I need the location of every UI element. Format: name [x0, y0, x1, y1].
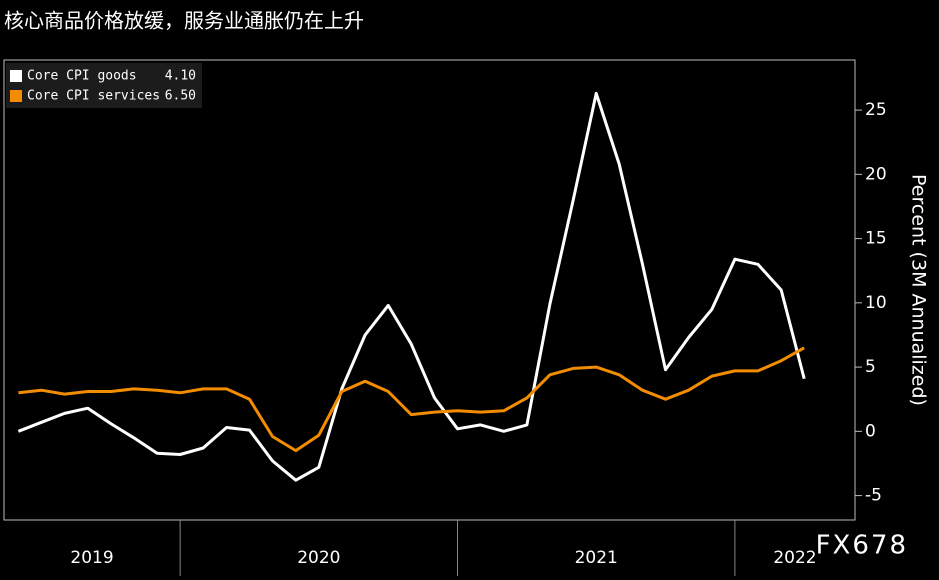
- y-tick-label: 15: [865, 229, 887, 249]
- series-line: [18, 346, 805, 453]
- legend-label: Core CPI goods: [27, 69, 137, 84]
- legend: Core CPI goods 4.10 Core CPI services 6.50: [6, 63, 202, 108]
- legend-value: 4.10: [165, 69, 196, 84]
- x-year-label: 2022: [773, 548, 816, 568]
- x-year-label: 2019: [70, 548, 113, 568]
- y-tick-label: 10: [865, 293, 887, 313]
- legend-swatch: [10, 70, 22, 82]
- y-tick-label: 5: [865, 357, 876, 377]
- y-axis-label: Percent (3M Annualized): [908, 174, 930, 406]
- y-tick-label: 0: [865, 421, 876, 441]
- plot-frame: [3, 59, 856, 521]
- legend-label: Core CPI services: [27, 89, 160, 104]
- y-tick-label: -5: [865, 486, 882, 506]
- legend-swatch: [10, 90, 22, 102]
- chart-title: 核心商品价格放缓，服务业通胀仍在上升: [4, 9, 364, 33]
- x-year-label: 2020: [297, 548, 340, 568]
- series-line: [17, 91, 806, 482]
- legend-value: 6.50: [165, 89, 196, 104]
- y-tick-label: 20: [865, 164, 887, 184]
- watermark: FX678: [816, 531, 908, 561]
- x-year-label: 2021: [575, 548, 618, 568]
- y-tick-label: 25: [865, 100, 887, 120]
- legend-box: [6, 63, 202, 108]
